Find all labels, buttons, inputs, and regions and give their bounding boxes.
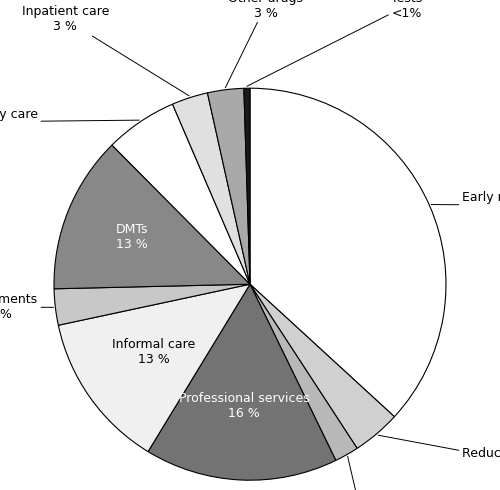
Wedge shape <box>244 88 250 284</box>
Text: Tests
<1%: Tests <1% <box>247 0 422 86</box>
Text: Professional services
16 %: Professional services 16 % <box>179 392 310 419</box>
Wedge shape <box>58 284 250 452</box>
Text: Early retirement due to MS
37 %: Early retirement due to MS 37 % <box>431 191 500 220</box>
Wedge shape <box>172 93 250 284</box>
Wedge shape <box>148 284 336 480</box>
Text: Investments
3 %: Investments 3 % <box>0 293 54 321</box>
Wedge shape <box>208 88 250 284</box>
Wedge shape <box>250 88 446 416</box>
Text: Other drugs
3 %: Other drugs 3 % <box>226 0 303 88</box>
Wedge shape <box>54 145 250 289</box>
Text: Ambulatory care
6 %: Ambulatory care 6 % <box>0 108 139 136</box>
Text: Informal care
13 %: Informal care 13 % <box>112 338 196 367</box>
Wedge shape <box>54 284 250 325</box>
Text: Inpatient care
3 %: Inpatient care 3 % <box>22 5 189 96</box>
Wedge shape <box>250 284 394 448</box>
Wedge shape <box>250 284 357 461</box>
Text: DMTs
13 %: DMTs 13 % <box>116 222 148 250</box>
Text: Sick leaves
2 %: Sick leaves 2 % <box>333 456 403 490</box>
Wedge shape <box>112 104 250 284</box>
Text: Reduced income
4 %: Reduced income 4 % <box>378 435 500 475</box>
